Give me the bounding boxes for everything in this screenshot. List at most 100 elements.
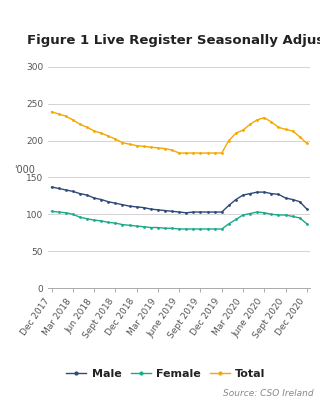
Male	[128, 204, 132, 208]
Male	[234, 197, 238, 202]
Total	[177, 151, 181, 156]
Male	[177, 210, 181, 214]
Total	[71, 118, 75, 122]
Male	[114, 201, 117, 206]
Total	[57, 112, 60, 116]
Female	[213, 226, 217, 231]
Female	[298, 216, 302, 220]
Total	[227, 138, 231, 143]
Total	[149, 145, 153, 150]
Total	[298, 134, 302, 139]
Total	[114, 137, 117, 142]
Total	[184, 151, 188, 156]
Total	[248, 122, 252, 127]
Total	[206, 151, 210, 156]
Female	[227, 222, 231, 226]
Female	[177, 226, 181, 231]
Female	[198, 226, 202, 231]
Female	[269, 212, 273, 217]
Total	[106, 134, 110, 138]
Female	[114, 221, 117, 226]
Male	[50, 184, 53, 189]
Total	[142, 144, 146, 149]
Male	[206, 210, 210, 214]
Total	[305, 141, 309, 146]
Male	[227, 203, 231, 208]
Total	[121, 140, 124, 145]
Line: Male: Male	[50, 186, 308, 214]
Total	[262, 115, 266, 120]
Female	[206, 226, 210, 231]
Total	[156, 146, 160, 150]
Female	[241, 212, 245, 217]
Male	[248, 191, 252, 196]
Female	[135, 224, 139, 228]
Total	[64, 114, 68, 118]
Total	[191, 151, 195, 156]
Male	[284, 196, 287, 200]
Male	[121, 202, 124, 207]
Total	[213, 151, 217, 156]
Total	[85, 125, 89, 130]
Female	[106, 220, 110, 225]
Female	[156, 225, 160, 230]
Male	[276, 192, 280, 197]
Male	[198, 210, 202, 214]
Male	[99, 197, 103, 202]
Female	[85, 216, 89, 221]
Female	[262, 210, 266, 215]
Line: Total: Total	[50, 110, 308, 154]
Total	[92, 128, 96, 133]
Female	[163, 226, 167, 231]
Total	[291, 128, 295, 133]
Male	[149, 207, 153, 212]
Female	[64, 210, 68, 215]
Female	[220, 226, 224, 231]
Female	[234, 217, 238, 222]
Female	[284, 212, 287, 217]
Male	[92, 196, 96, 200]
Text: Figure 1 Live Register Seasonally Adjusted: Figure 1 Live Register Seasonally Adjust…	[27, 34, 320, 47]
Total	[163, 146, 167, 151]
Male	[241, 193, 245, 198]
Total	[78, 122, 82, 127]
Female	[99, 218, 103, 223]
Total	[50, 109, 53, 114]
Total	[255, 118, 259, 122]
Male	[156, 208, 160, 212]
Total	[241, 128, 245, 132]
Female	[191, 226, 195, 231]
Male	[64, 188, 68, 192]
Female	[170, 226, 174, 231]
Male	[170, 209, 174, 214]
Female	[142, 224, 146, 229]
Female	[92, 218, 96, 222]
Female	[255, 210, 259, 214]
Female	[50, 209, 53, 214]
Total	[128, 142, 132, 146]
Male	[298, 199, 302, 204]
Female	[291, 214, 295, 219]
Male	[78, 191, 82, 196]
Female	[128, 223, 132, 228]
Total	[99, 131, 103, 136]
Male	[71, 189, 75, 194]
Total	[276, 125, 280, 130]
Female	[184, 226, 188, 231]
Female	[149, 225, 153, 230]
Female	[305, 222, 309, 226]
Male	[291, 197, 295, 202]
Female	[71, 212, 75, 217]
Total	[269, 120, 273, 124]
Male	[262, 190, 266, 194]
Female	[248, 211, 252, 216]
Female	[78, 215, 82, 220]
Male	[57, 186, 60, 191]
Male	[163, 208, 167, 213]
Total	[198, 151, 202, 156]
Male	[191, 210, 195, 214]
Male	[142, 205, 146, 210]
Line: Female: Female	[50, 210, 308, 230]
Male	[220, 210, 224, 214]
Total	[234, 131, 238, 136]
